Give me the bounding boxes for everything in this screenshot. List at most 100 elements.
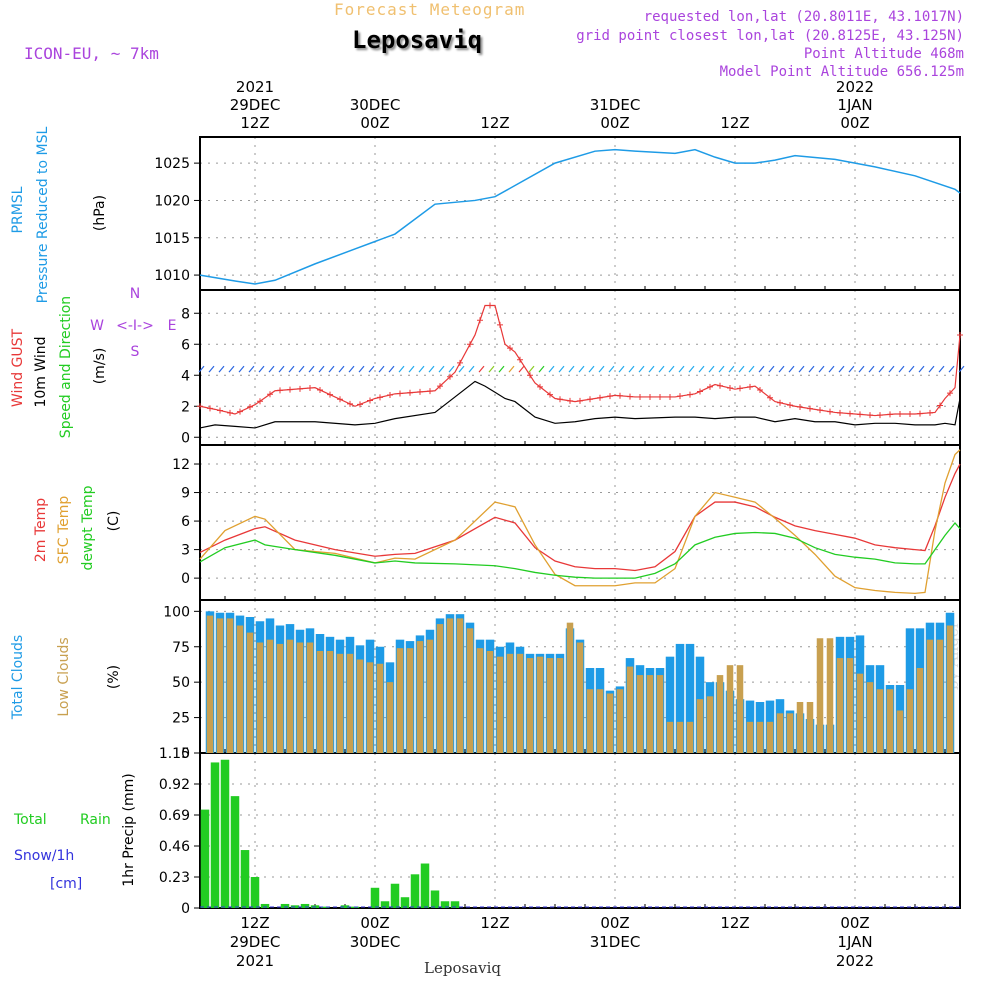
wind-arrow — [958, 365, 965, 373]
temp2m-line — [199, 463, 961, 572]
model-label: ICON-EU, ~ 7km — [24, 44, 159, 63]
rain-bar — [370, 887, 380, 908]
y-tick-label: 75 — [172, 640, 190, 656]
top-axis-date: 30DEC — [350, 96, 401, 114]
low-cloud-bar — [916, 668, 924, 753]
wind-arrow — [378, 365, 385, 373]
low-cloud-bar — [506, 653, 514, 753]
y-tick-label: 6 — [181, 337, 190, 353]
wind-arrow — [648, 365, 655, 373]
low-cloud-bar — [286, 639, 294, 753]
low-cloud-bar — [826, 638, 834, 753]
gust-marker — [777, 399, 783, 406]
wind-arrow — [598, 365, 605, 373]
gust-marker — [957, 331, 963, 338]
low-cloud-bar — [856, 673, 864, 753]
low-cloud-bar — [686, 721, 694, 753]
rain-bar — [410, 874, 420, 908]
rain-bar — [400, 897, 410, 908]
low-cloud-bar — [666, 721, 674, 753]
gust-marker — [647, 393, 653, 400]
low-cloud-bar — [866, 682, 874, 753]
wind-arrow — [898, 365, 905, 373]
wind-arrow — [848, 365, 855, 373]
gust-marker — [337, 396, 343, 403]
wind-arrow — [578, 365, 585, 373]
rain-bar — [210, 762, 220, 908]
top-axis-date: 31DEC — [590, 96, 641, 114]
wind-unit: (m/s) — [92, 348, 108, 385]
wind-arrow — [218, 365, 225, 373]
gust-marker — [917, 410, 923, 417]
wind-arrow — [258, 365, 265, 373]
temp-sfc-label: SFC Temp — [56, 496, 72, 565]
y-tick-label: 0.92 — [159, 777, 190, 793]
wind-arrow — [448, 365, 455, 373]
low-cloud-bar — [636, 675, 644, 753]
low-cloud-bar — [886, 689, 894, 753]
temp-unit: (C) — [106, 511, 122, 532]
rain-bar — [240, 850, 250, 908]
low-cloud-bar — [336, 653, 344, 753]
gust-marker — [537, 383, 543, 390]
gust-marker — [757, 386, 763, 393]
low-cloud-bar — [466, 628, 474, 753]
low-cloud-bar — [446, 618, 454, 753]
low-cloud-bar — [796, 702, 804, 753]
wind-arrow — [518, 365, 525, 373]
gust-marker — [717, 382, 723, 389]
gust-marker — [937, 402, 943, 409]
wind-arrow — [308, 365, 315, 373]
gust-marker — [437, 383, 443, 390]
gust-marker — [887, 411, 893, 418]
low-cloud-bar — [396, 648, 404, 753]
low-cloud-bar — [606, 693, 614, 753]
gust-marker — [837, 409, 843, 416]
wind-arrow — [558, 365, 565, 373]
low-cloud-bar — [806, 702, 814, 753]
wind-arrow — [508, 365, 515, 373]
gust-marker — [477, 317, 483, 324]
wind-arrow — [338, 365, 345, 373]
gust-marker — [847, 410, 853, 417]
gust-marker — [657, 393, 663, 400]
wind-arrow — [268, 365, 275, 373]
bottom-axis-date: 29DEC — [230, 933, 281, 951]
low-cloud-bar — [676, 721, 684, 753]
compass-w: W — [90, 318, 104, 334]
y-tick-label: 50 — [172, 675, 190, 691]
gust-marker — [747, 383, 753, 390]
pressure-label-2: Pressure Reduced to MSL — [35, 126, 51, 303]
low-cloud-bar — [706, 696, 714, 753]
gust-marker — [907, 411, 913, 417]
y-tick-label: 2 — [181, 399, 190, 415]
requested-coords: requested lon,lat (20.8011E, 43.1017N) — [643, 9, 964, 25]
wind-arrow — [588, 365, 595, 373]
point-altitude: Point Altitude 468m — [803, 46, 964, 62]
low-cloud-bar — [846, 658, 854, 753]
precip-total-label: Total — [13, 812, 47, 828]
dewpoint-line — [199, 521, 961, 579]
gust-marker — [357, 401, 363, 408]
wind-arrow — [818, 365, 825, 373]
wind-arrow — [638, 365, 645, 373]
y-tick-label: 0.23 — [159, 870, 190, 886]
low-cloud-bar — [246, 632, 254, 753]
top-axis-time: 00Z — [360, 114, 389, 132]
low-cloud-bar — [526, 658, 534, 753]
wind-arrow — [628, 365, 635, 373]
wind-arrow — [608, 365, 615, 373]
bottom-axis-time: 12Z — [720, 914, 749, 932]
low-cloud-bar — [546, 658, 554, 753]
gust-marker — [287, 386, 293, 393]
gust-marker — [627, 393, 633, 400]
low-cloud-bar — [256, 642, 264, 753]
wind-arrow — [228, 365, 235, 373]
gust-marker — [377, 394, 383, 401]
low-cloud-bar — [836, 658, 844, 753]
rain-bar — [220, 759, 230, 908]
gust-marker — [467, 341, 473, 348]
wind-dir-label: Speed and Direction — [58, 296, 74, 438]
